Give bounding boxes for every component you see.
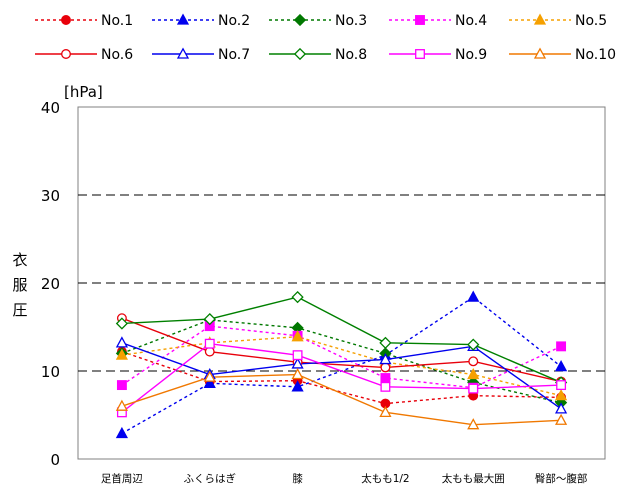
- legend-label: No.2: [218, 13, 250, 29]
- data-point: [554, 360, 568, 372]
- data-point: [379, 405, 392, 418]
- data-point: [115, 399, 129, 411]
- legend-label: No.1: [101, 13, 133, 29]
- series-line-No.3: [121, 319, 562, 404]
- x-tick-label: 膝: [292, 472, 303, 485]
- data-point: [291, 380, 304, 392]
- series-line-No.7: [121, 342, 562, 410]
- legend-label: No.10: [575, 47, 616, 63]
- legend-item: No.1: [35, 13, 133, 29]
- data-point: [467, 367, 480, 380]
- data-point: [204, 338, 215, 349]
- y-axis-title-char: 圧: [12, 301, 27, 319]
- data-point: [116, 380, 127, 391]
- legend: No.1 No.2 No.3 No.4 No.5 No.6 No.7 No.8 No.9 No.1…: [35, 13, 616, 63]
- y-axis-title-char: 衣: [12, 251, 27, 269]
- legend-marker: [533, 47, 547, 59]
- data-point: [380, 381, 391, 392]
- plot-frame: [77, 106, 606, 460]
- legend-marker: [293, 47, 307, 61]
- x-tick-label: ふくらはぎ: [184, 472, 237, 485]
- data-point: [203, 370, 216, 382]
- legend-item: No.5: [509, 13, 607, 29]
- data-point: [380, 362, 391, 373]
- x-tick-label: 足首周辺: [101, 472, 143, 485]
- series-line-No.9: [121, 342, 562, 413]
- data-point: [203, 312, 216, 326]
- plot-area: [77, 106, 606, 460]
- legend-label: No.8: [335, 47, 367, 63]
- data-point: [291, 330, 304, 342]
- data-point: [379, 352, 392, 365]
- series-line-No.8: [121, 296, 562, 384]
- series-line-No.1: [121, 350, 562, 405]
- legend-label: No.9: [455, 47, 487, 63]
- legend-item: No.7: [152, 47, 250, 63]
- y-tick-label: 0: [50, 451, 60, 469]
- legend-item: No.2: [152, 13, 250, 29]
- data-point: [467, 418, 480, 430]
- data-point: [556, 380, 567, 391]
- legend-item: No.8: [269, 47, 367, 63]
- series-line-No.10: [121, 373, 562, 426]
- data-point: [379, 336, 392, 349]
- legend-marker: [415, 49, 425, 59]
- data-point: [203, 376, 216, 388]
- x-tick-label: 太もも1/2: [361, 472, 409, 485]
- y-tick-label: 10: [41, 363, 60, 381]
- legend-marker: [61, 49, 71, 59]
- legend-label: No.4: [455, 13, 487, 29]
- x-tick-label: 臀部～腹部: [535, 472, 588, 485]
- legend-item: No.6: [35, 47, 133, 63]
- y-tick-label: 30: [41, 187, 60, 205]
- legend-marker: [415, 15, 425, 25]
- data-point: [115, 317, 129, 330]
- legend-label: No.6: [101, 47, 133, 63]
- y-tick-label: 40: [41, 99, 60, 117]
- data-point: [115, 336, 129, 348]
- series-lines: [121, 296, 562, 435]
- data-point: [468, 356, 479, 367]
- data-point: [467, 290, 480, 302]
- data-point: [556, 341, 567, 352]
- y-unit-label: [hPa]: [64, 83, 103, 101]
- y-axis-title-char: 服: [12, 276, 27, 294]
- gridlines: [78, 194, 605, 372]
- y-tick-label: 20: [41, 275, 60, 293]
- data-point: [554, 402, 568, 414]
- data-point: [468, 383, 479, 394]
- legend-marker: [176, 47, 190, 59]
- series-line-No.6: [121, 317, 562, 383]
- legend-item: No.4: [389, 13, 487, 29]
- series-line-No.4: [121, 325, 562, 389]
- data-point: [291, 290, 304, 304]
- legend-item: No.3: [269, 13, 367, 29]
- x-tick-label: 太もも最大囲: [442, 472, 505, 485]
- legend-label: No.3: [335, 13, 367, 29]
- data-point: [380, 373, 391, 383]
- y-axis-ticks: 0 10 20 30 40: [41, 99, 60, 469]
- data-point: [554, 389, 568, 401]
- x-axis-ticks: 足首周辺 ふくらはぎ 膝 太もも1/2 太もも最大囲 臀部～腹部: [101, 472, 587, 485]
- data-point: [292, 350, 303, 361]
- data-point: [467, 338, 480, 351]
- data-point: [291, 367, 304, 380]
- legend-label: No.5: [575, 13, 607, 29]
- data-point: [115, 348, 129, 360]
- data-point: [554, 413, 568, 425]
- series-line-No.5: [121, 335, 562, 397]
- legend-marker: [533, 13, 547, 25]
- legend-item: No.10: [509, 47, 616, 63]
- legend-label: No.7: [218, 47, 250, 63]
- legend-marker: [176, 13, 190, 25]
- legend-item: No.9: [389, 47, 487, 63]
- legend-marker: [293, 13, 307, 27]
- data-point: [115, 426, 129, 439]
- series-markers: [115, 290, 568, 439]
- y-axis-title: 衣服圧: [12, 251, 27, 319]
- legend-marker: [61, 15, 71, 25]
